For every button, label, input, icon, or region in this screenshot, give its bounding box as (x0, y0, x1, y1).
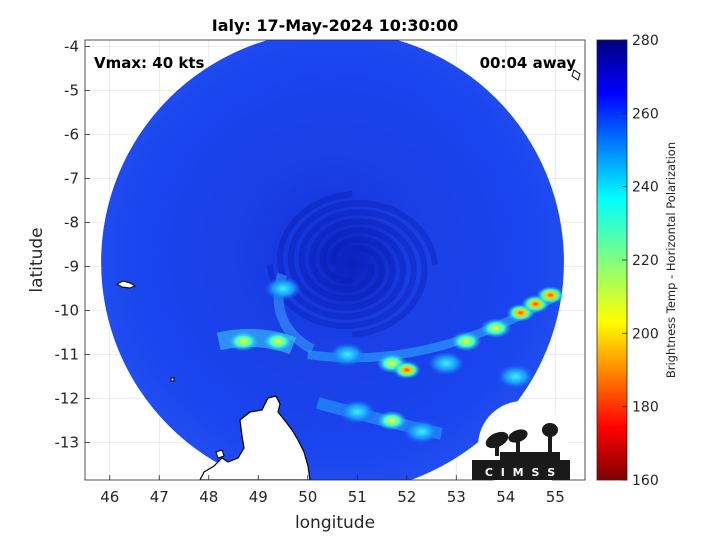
x-tick-label-6: 52 (397, 488, 416, 506)
y-axis-ticks: -4 -5 -6 -7 -8 -9 -10 -11 -12 -13 (55, 38, 90, 452)
x-tick-label-1: 47 (150, 488, 169, 506)
colorbar-tick-label-3: 220 (632, 253, 659, 269)
x-tick-label-5: 51 (348, 488, 367, 506)
y-tick-label-7: -11 (55, 346, 80, 364)
cold-cloud-feature-2 (329, 342, 366, 367)
cimss-logo: C I M S S (472, 401, 570, 491)
coastline-island-3 (215, 449, 225, 459)
x-tick-label-0: 46 (100, 488, 119, 506)
logo-dish-left-stand (495, 442, 499, 456)
x-tick-label-4: 50 (298, 488, 317, 506)
colorbar-tick-label-0: 160 (632, 473, 659, 489)
colorbar-tick-label-4: 240 (632, 180, 659, 196)
colorbar-tick-label-1: 180 (632, 400, 659, 416)
coastline-island-4 (571, 69, 581, 81)
storm-core (297, 209, 408, 320)
cold-cloud-feature-5 (428, 351, 465, 376)
logo-dish-right-stand (516, 438, 520, 454)
x-axis-label: longitude (295, 513, 375, 533)
coastline-madagascar (199, 395, 311, 480)
cold-cloud-feature-7 (480, 318, 512, 339)
y-tick-label-2: -6 (64, 126, 79, 144)
vmax-annotation: Vmax: 40 kts (94, 54, 204, 72)
spiral-band-2 (287, 200, 439, 311)
cold-cloud-feature-6 (450, 331, 482, 352)
y-tick-label-5: -9 (64, 258, 79, 276)
x-axis-ticks: 46 47 48 49 50 51 52 53 54 55 (100, 475, 565, 506)
spiral-band-0 (266, 218, 417, 329)
cold-cloud-feature-0 (262, 331, 294, 352)
logo-dish-left (485, 431, 509, 449)
colorbar-tick-label-5: 260 (632, 106, 659, 122)
x-tick-label-2: 48 (199, 488, 218, 506)
logo-dish-right (508, 429, 528, 443)
cold-cloud-feature-15 (497, 364, 534, 389)
colorbar-label: Brightness Temp - Horizontal Polarizatio… (664, 142, 678, 378)
x-tick-label-3: 49 (249, 488, 268, 506)
cold-cloud-feature-11 (339, 400, 376, 424)
y-tick-label-8: -12 (55, 390, 80, 408)
cold-cloud-feature-10 (536, 286, 565, 305)
logo-building-roof (500, 452, 560, 462)
time-away-annotation: 00:04 away (480, 54, 577, 72)
colorbar-ticks: 160 180 200 220 240 260 280 (622, 33, 659, 489)
y-axis-label: latitude (27, 227, 47, 292)
colorbar-tick-label-2: 200 (632, 326, 659, 342)
figure-title: Ialy: 17-May-2024 10:30:00 (212, 16, 459, 35)
logo-building (472, 460, 570, 480)
logo-water-tower-leg (548, 436, 552, 454)
cold-cloud-feature-14 (264, 276, 302, 301)
cold-cloud-feature-4 (392, 361, 421, 379)
y-tick-label-1: -5 (64, 82, 79, 100)
y-tick-label-9: -13 (55, 434, 80, 452)
coastline-island-1 (115, 280, 137, 289)
y-tick-label-4: -8 (64, 214, 79, 232)
map-axes-frame (84, 39, 586, 481)
cold-cloud-features (228, 276, 565, 444)
spiral-band-3 (298, 209, 428, 338)
coastline-island-2 (170, 377, 175, 382)
y-tick-label-0: -4 (64, 38, 79, 56)
logo-water-tower (542, 423, 558, 437)
colorbar-tick-label-6: 280 (632, 33, 659, 49)
logo-text: C I M S S (485, 466, 557, 479)
cold-cloud-feature-13 (403, 419, 440, 444)
x-tick-label-9: 55 (546, 488, 565, 506)
x-tick-label-8: 54 (496, 488, 515, 506)
y-tick-label-3: -7 (64, 170, 79, 188)
satellite-swath-layer (101, 40, 581, 480)
y-tick-label-6: -10 (55, 302, 80, 320)
cold-cloud-feature-12 (376, 410, 408, 431)
spiral-band-1 (277, 191, 407, 320)
x-tick-label-7: 53 (447, 488, 466, 506)
colorbar: 160 180 200 220 240 260 280 Brightness Temp - … (596, 33, 678, 489)
cold-cloud-feature-1 (228, 331, 259, 352)
